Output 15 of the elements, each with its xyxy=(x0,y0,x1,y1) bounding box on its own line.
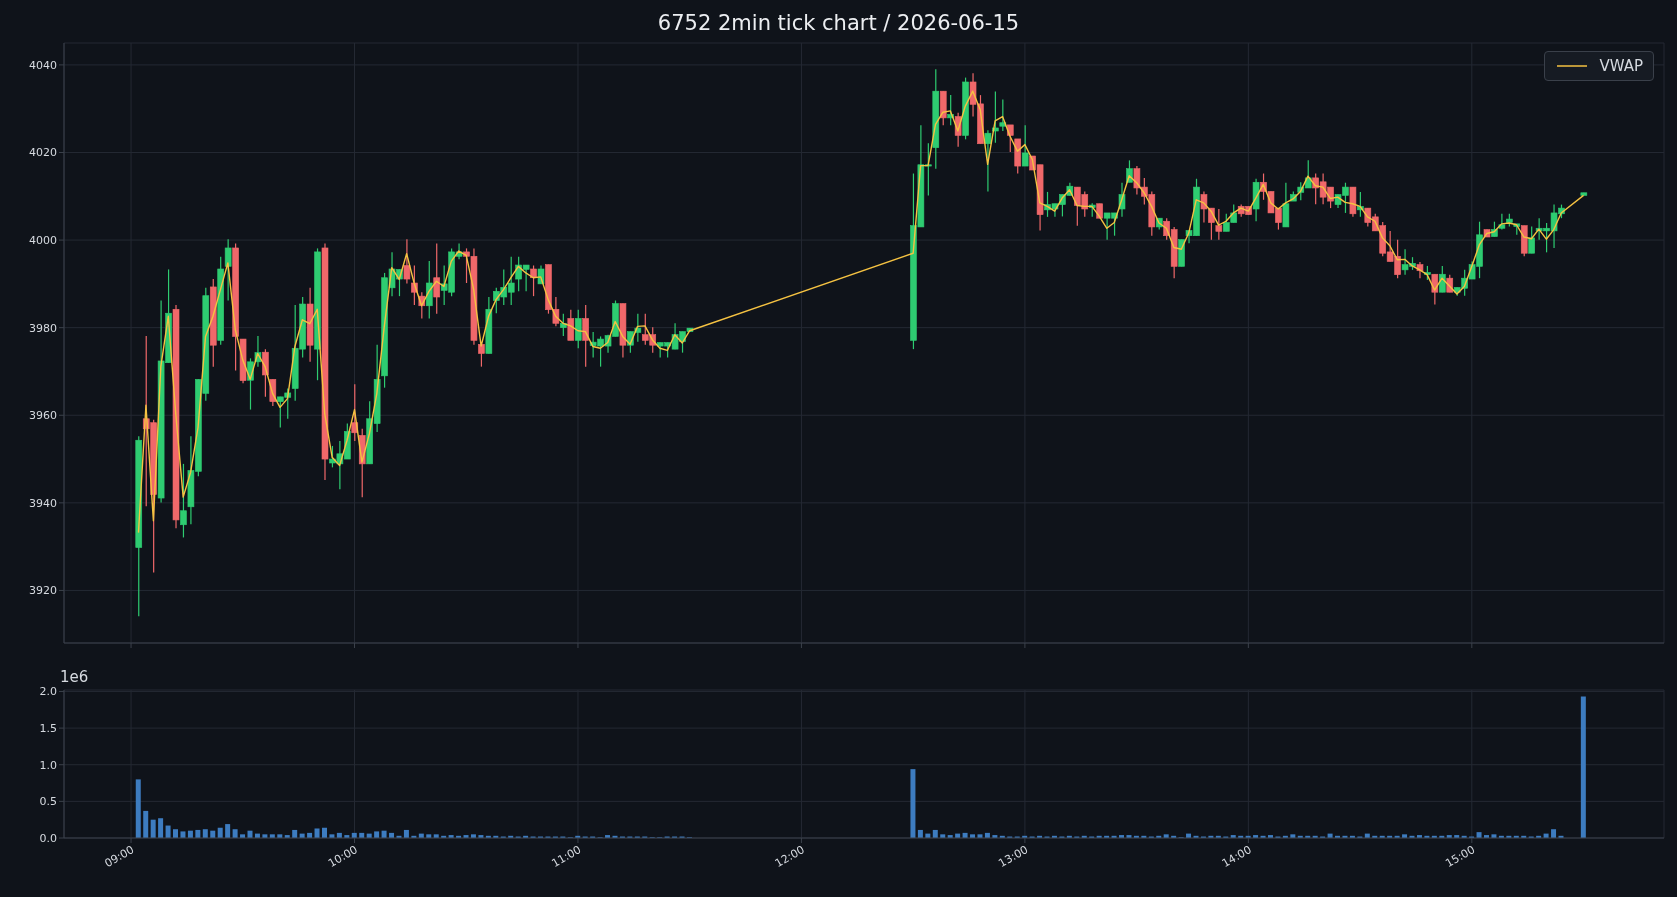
y-tick-label: 2.0 xyxy=(39,685,57,699)
y-tick-label: 4020 xyxy=(29,146,57,160)
y-tick-label: 4000 xyxy=(29,233,57,247)
y-tick-label: 3940 xyxy=(29,496,57,510)
y-tick-label: 3920 xyxy=(29,584,57,598)
y-tick-label: 0.5 xyxy=(39,795,57,809)
y-tick-label: 4040 xyxy=(29,58,57,72)
y-tick-label: 1.5 xyxy=(39,722,57,735)
y-tick-label: 3960 xyxy=(29,409,57,423)
y-tick-label: 3980 xyxy=(29,321,57,335)
chart-title: 6752 2min tick chart / 2026-06-15 xyxy=(656,10,1021,37)
y-tick-label: 1.0 xyxy=(39,758,57,772)
y-axis-title: 1e6 xyxy=(60,668,89,686)
legend-label: VWAP xyxy=(1599,57,1643,75)
y-tick-label: 0.0 xyxy=(39,831,57,845)
